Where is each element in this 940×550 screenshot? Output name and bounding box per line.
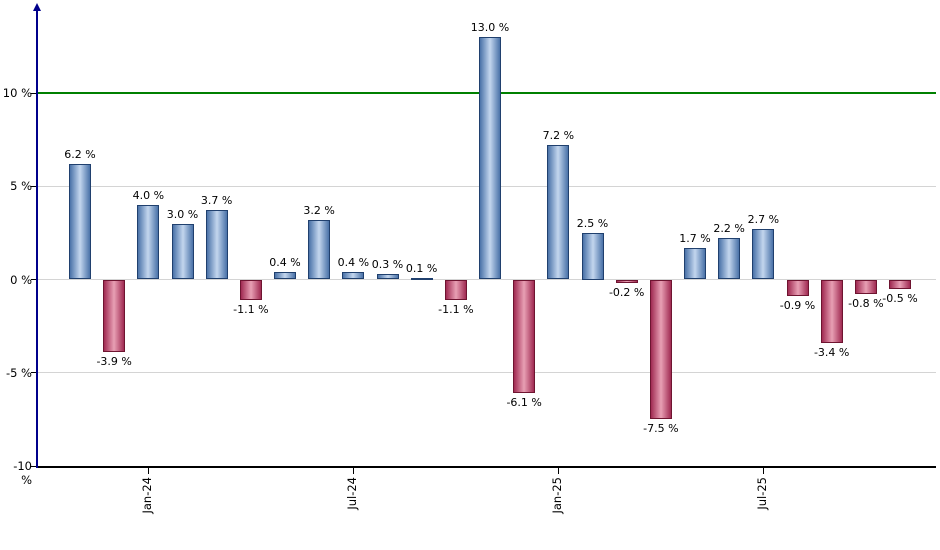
- bar-negative: [649, 279, 672, 420]
- y-tick-label: 10 %: [2, 86, 32, 100]
- bar-positive: [137, 204, 160, 280]
- y-tick: [31, 185, 36, 187]
- y-tick-label: -5 %: [5, 365, 32, 380]
- bar-value-label: 13.0 %: [470, 21, 510, 35]
- bar-value-label: -3.9 %: [96, 355, 132, 369]
- bar-positive: [376, 273, 399, 280]
- bar-negative: [615, 279, 638, 284]
- bar-positive: [684, 247, 706, 280]
- bar-value-label: 2.5 %: [576, 216, 609, 230]
- bar-value-label: 4.0 %: [132, 188, 165, 202]
- bar-negative: [786, 279, 809, 297]
- bar-negative: [513, 279, 536, 394]
- x-tick: [557, 467, 559, 474]
- bar-value-label: 3.0 %: [166, 207, 199, 221]
- bar-value-label: -3.4 %: [813, 345, 850, 359]
- bar-negative: [820, 279, 843, 343]
- bar-value-label: 7.2 %: [542, 129, 575, 143]
- x-tick-label: Jan-25: [550, 477, 565, 514]
- bar-value-label: -0.8 %: [848, 297, 884, 311]
- y-tick: [31, 279, 36, 280]
- bar-value-label: -1.1 %: [438, 303, 474, 316]
- x-tick: [352, 467, 354, 474]
- y-tick-label: 0 %: [10, 272, 32, 287]
- bar-value-label: 0.1 %: [405, 261, 438, 275]
- y-tick: [31, 372, 36, 374]
- bar-negative: [854, 279, 877, 295]
- bar-value-label: -1.1 %: [233, 303, 269, 316]
- bar-value-label: 2.7 %: [747, 213, 780, 227]
- bar-positive: [581, 232, 604, 280]
- bar-positive: [69, 163, 91, 280]
- bar-positive: [479, 37, 501, 280]
- gridline: [38, 372, 936, 374]
- bar-value-label: 3.2 %: [303, 203, 335, 217]
- bar-positive: [718, 238, 741, 280]
- bar-negative: [444, 279, 467, 300]
- bar-value-label: 6.2 %: [64, 147, 96, 161]
- bar-value-label: 0.4 %: [269, 256, 301, 270]
- x-axis-line: [36, 466, 936, 468]
- bar-value-label: -7.5 %: [643, 422, 679, 436]
- y-tick: [31, 92, 36, 94]
- bar-value-label: 1.7 %: [679, 231, 711, 245]
- bar-negative: [889, 279, 911, 289]
- bar-positive: [171, 223, 194, 280]
- bar-value-label: 0.4 %: [337, 256, 370, 270]
- bar-positive: [274, 272, 296, 280]
- y-axis-spine: [36, 10, 38, 468]
- bar-negative: [239, 279, 262, 300]
- bar-positive: [342, 272, 365, 280]
- gridline: [38, 279, 936, 280]
- bar-value-label: 2.2 %: [713, 222, 745, 236]
- y-axis-arrow-icon: [32, 3, 41, 11]
- x-tick-label: Jan-24: [140, 477, 155, 514]
- bar-positive: [308, 219, 331, 280]
- bar-value-label: -6.1 %: [506, 396, 542, 410]
- bar-value-label: -0.9 %: [779, 299, 816, 313]
- bar-value-label: 0.3 %: [371, 257, 404, 271]
- y-tick-label: 5 %: [10, 179, 32, 194]
- bar-positive: [547, 145, 570, 280]
- bar-negative: [103, 279, 126, 353]
- x-tick-label: Jul-25: [755, 477, 770, 510]
- bar-positive: [410, 277, 433, 280]
- x-tick: [147, 467, 149, 474]
- x-tick: [762, 467, 764, 474]
- x-tick-label: Jul-24: [345, 477, 360, 510]
- bar-value-label: -0.2 %: [608, 286, 645, 300]
- bar-positive: [205, 210, 228, 280]
- y-tick-label: -10 %: [13, 459, 32, 487]
- bar-value-label: 3.7 %: [200, 194, 233, 208]
- bar-value-label: -0.5 %: [882, 291, 918, 305]
- bar-positive: [752, 229, 775, 280]
- y-tick: [31, 465, 36, 467]
